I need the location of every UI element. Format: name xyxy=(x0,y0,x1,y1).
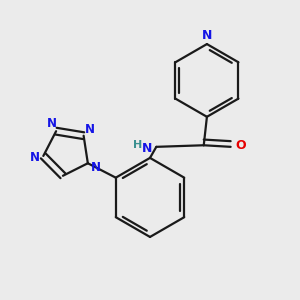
Text: N: N xyxy=(47,117,57,130)
Text: N: N xyxy=(85,123,95,136)
Text: N: N xyxy=(202,29,212,43)
Text: O: O xyxy=(236,140,246,152)
Text: N: N xyxy=(91,161,101,174)
Text: H: H xyxy=(133,140,142,150)
Text: N: N xyxy=(30,151,40,164)
Text: N: N xyxy=(142,142,152,155)
